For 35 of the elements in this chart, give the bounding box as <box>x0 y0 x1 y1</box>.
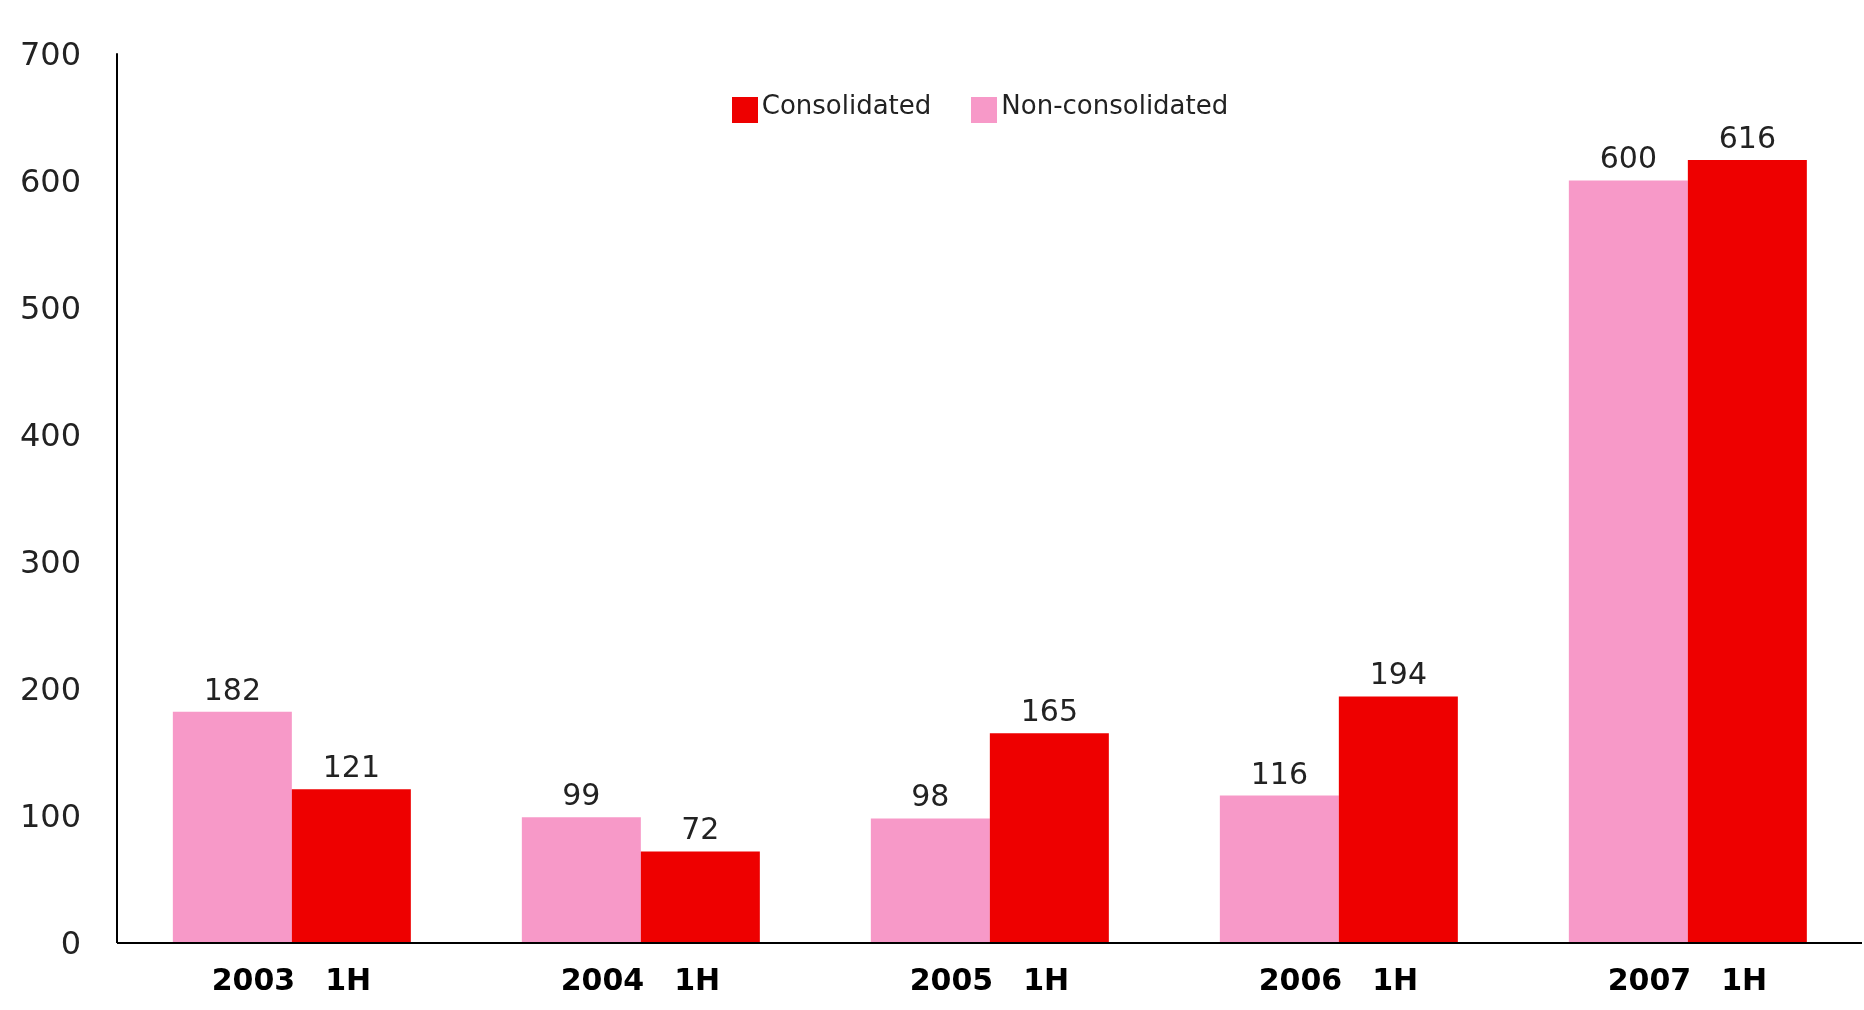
bar <box>1219 795 1339 943</box>
y-tick-label: 500 <box>19 288 81 327</box>
bar <box>989 733 1109 943</box>
y-tick-label: 300 <box>19 543 81 582</box>
x-tick-label: 2006 1H <box>1258 962 1419 998</box>
x-tick-label: 2003 1H <box>211 962 372 998</box>
data-label: 194 <box>1369 656 1427 692</box>
data-label: 182 <box>203 671 261 707</box>
data-label: 98 <box>911 778 950 814</box>
y-tick-label: 100 <box>19 797 81 836</box>
x-tick-label: 2007 1H <box>1607 962 1768 998</box>
data-label: 121 <box>322 749 380 785</box>
bar <box>172 711 292 943</box>
y-tick-label: 400 <box>19 415 81 454</box>
bar <box>291 789 411 943</box>
bar <box>640 851 760 943</box>
legend-label: Non-consolidated <box>1001 90 1229 120</box>
legend-label: Consolidated <box>761 90 932 120</box>
data-label: 72 <box>681 811 720 847</box>
bar <box>1687 160 1807 943</box>
x-tick-label: 2005 1H <box>909 962 1070 998</box>
bar <box>870 818 990 943</box>
data-label: 116 <box>1250 755 1308 791</box>
data-label: 165 <box>1020 693 1078 729</box>
y-tick-label: 700 <box>19 34 81 73</box>
bar <box>1568 180 1688 943</box>
data-label: 99 <box>562 777 601 813</box>
y-tick-label: 600 <box>19 161 81 200</box>
y-tick-label: 200 <box>19 670 81 709</box>
y-tick-label: 0 <box>60 924 81 963</box>
bar <box>1338 696 1458 943</box>
data-label: 600 <box>1599 140 1657 176</box>
data-label: 616 <box>1718 120 1776 156</box>
bar <box>521 817 641 943</box>
x-tick-label: 2004 1H <box>560 962 721 998</box>
